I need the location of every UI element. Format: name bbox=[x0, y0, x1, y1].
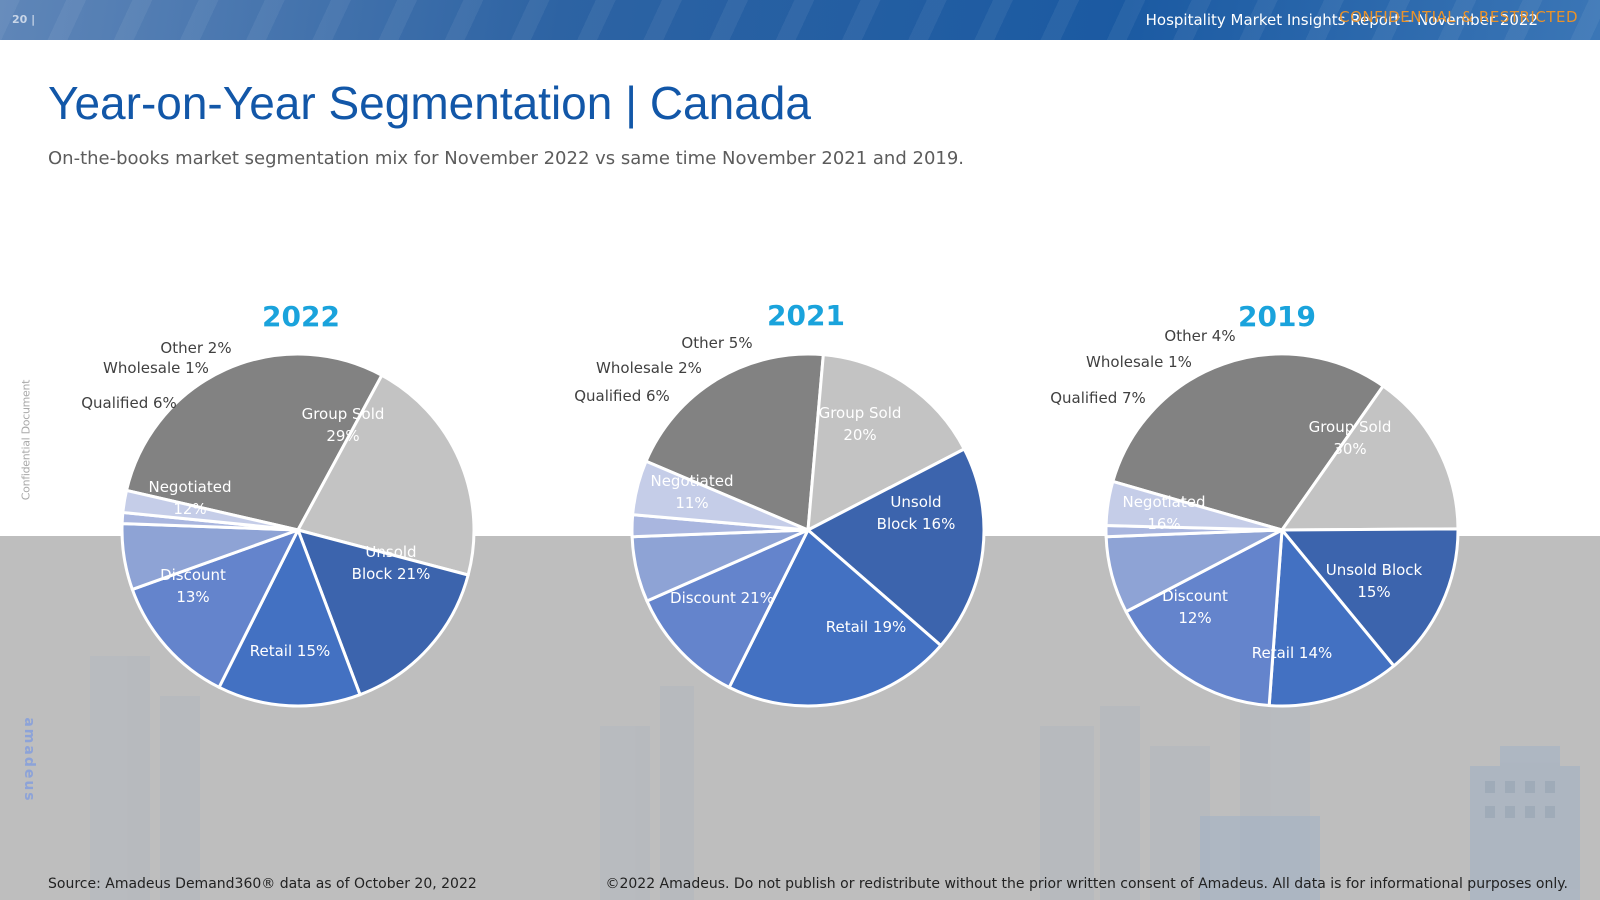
data-label-other: Other 2% bbox=[160, 339, 231, 357]
slide-subtitle: On-the-books market segmentation mix for… bbox=[48, 148, 965, 169]
data-label-wholesale: Wholesale 1% bbox=[103, 359, 209, 377]
pie-slice-negotiated bbox=[130, 528, 300, 689]
data-label-group-sold: Group Sold 29% bbox=[302, 405, 385, 445]
pie-slice-discount bbox=[217, 528, 362, 708]
chart-title: 2019 bbox=[1238, 300, 1316, 333]
data-label-qualified: Qualified 6% bbox=[81, 394, 177, 412]
pie-slice-group-sold bbox=[1111, 352, 1385, 532]
chart-title: 2022 bbox=[262, 300, 340, 333]
pie-chart-2021: 2021 Group Sold 20% Unsold Block 16% Retail 1… bbox=[574, 299, 986, 708]
data-label-negotiated: Negotiated 16% bbox=[1122, 493, 1205, 533]
pie-slice-group-sold bbox=[125, 352, 384, 532]
data-label-retail: Retail 15% bbox=[250, 642, 331, 660]
copyright-note: ©2022 Amadeus. Do not publish or redistr… bbox=[605, 876, 1568, 892]
data-label-qualified: Qualified 7% bbox=[1050, 389, 1146, 407]
banner-texture bbox=[0, 0, 1600, 40]
city-skyline-image bbox=[90, 656, 1580, 900]
pie-chart-2019: 2019 Group Sold 30% Unsold Block 15% Retail 1… bbox=[1050, 300, 1460, 708]
pie-slice-other bbox=[1104, 479, 1284, 532]
data-label-discount: Discount 21% bbox=[670, 589, 774, 607]
data-label-group-sold: Group Sold 20% bbox=[819, 404, 902, 444]
data-label-unsold-block: Unsold Block 15% bbox=[1326, 561, 1423, 601]
pie-chart-2022: 2022 Group Sold 29% Unsold Block 21% Retail 1… bbox=[81, 300, 476, 708]
pie-slice-group-sold bbox=[644, 352, 825, 532]
pie-slice-discount bbox=[1267, 528, 1396, 708]
pie-slice-negotiated bbox=[645, 528, 810, 689]
pie-slice-negotiated bbox=[1124, 528, 1284, 708]
pie-slice-unsold-block bbox=[1280, 384, 1460, 532]
data-label-retail: Retail 19% bbox=[826, 618, 907, 636]
header-banner: 20 | Hospitality Market Insights Report … bbox=[0, 0, 1600, 40]
data-label-other: Other 5% bbox=[681, 334, 752, 352]
pie-slice-other bbox=[631, 459, 810, 532]
data-label-unsold-block: Unsold Block 21% bbox=[352, 543, 431, 583]
data-label-qualified: Qualified 6% bbox=[574, 387, 670, 405]
page-number: 20 | bbox=[12, 13, 36, 26]
data-label-retail: Retail 14% bbox=[1252, 644, 1333, 662]
slide-title: Year-on-Year Segmentation | Canada bbox=[48, 77, 811, 129]
data-label-discount: Discount 13% bbox=[160, 566, 226, 606]
pie-slice-other bbox=[121, 488, 300, 532]
data-label-other: Other 4% bbox=[1164, 327, 1235, 345]
report-title: Hospitality Market Insights Report – Nov… bbox=[1145, 11, 1538, 29]
data-label-negotiated: Negotiated 11% bbox=[650, 472, 733, 512]
pie-slice-discount bbox=[727, 528, 943, 708]
pie-slice-retail bbox=[296, 528, 470, 697]
pie-slice-unsold-block bbox=[296, 373, 476, 577]
pie-slice-unsold-block bbox=[806, 353, 966, 532]
source-note: Source: Amadeus Demand360® data as of Oc… bbox=[48, 876, 477, 892]
chart-title: 2021 bbox=[767, 299, 845, 332]
data-label-group-sold: Group Sold 30% bbox=[1309, 418, 1392, 458]
confidential-label: CONFIDENTIAL & RESTRICTED bbox=[1339, 8, 1578, 26]
pie-slice-retail bbox=[1280, 527, 1460, 668]
pie-slice-retail bbox=[806, 447, 986, 647]
data-label-wholesale: Wholesale 1% bbox=[1086, 353, 1192, 371]
data-label-unsold-block: Unsold Block 16% bbox=[877, 493, 956, 533]
data-label-discount: Discount 12% bbox=[1162, 587, 1228, 627]
data-label-wholesale: Wholesale 2% bbox=[596, 359, 702, 377]
data-label-negotiated: Negotiated 12% bbox=[148, 478, 231, 518]
